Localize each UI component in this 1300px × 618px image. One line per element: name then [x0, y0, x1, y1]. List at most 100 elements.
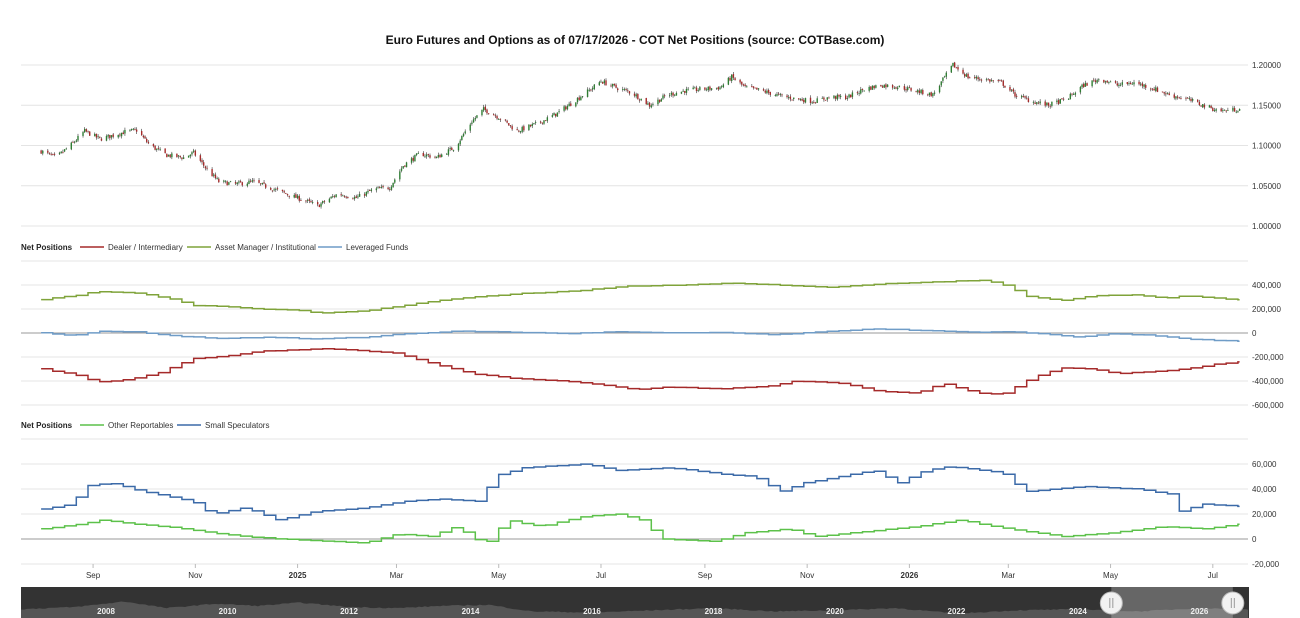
candle-body[interactable]	[355, 196, 357, 198]
candle-body[interactable]	[1133, 82, 1135, 85]
candle-body[interactable]	[1098, 79, 1100, 81]
candle-body[interactable]	[658, 99, 661, 102]
candle-body[interactable]	[300, 200, 302, 201]
candle-body[interactable]	[1000, 80, 1003, 82]
candle-body[interactable]	[546, 117, 549, 121]
candle-body[interactable]	[335, 194, 337, 198]
candle-body[interactable]	[940, 81, 942, 86]
candle-body[interactable]	[424, 155, 426, 157]
candle-body[interactable]	[856, 92, 859, 94]
candle-body[interactable]	[47, 150, 49, 153]
candle-body[interactable]	[544, 120, 547, 122]
candle-body[interactable]	[685, 88, 688, 93]
candle-body[interactable]	[353, 196, 356, 199]
candle-body[interactable]	[283, 191, 285, 193]
candle-body[interactable]	[340, 194, 342, 196]
candle-body[interactable]	[519, 131, 522, 133]
candle-body[interactable]	[704, 87, 706, 90]
candle-body[interactable]	[1175, 96, 1177, 99]
candle-body[interactable]	[578, 97, 580, 100]
candle-body[interactable]	[164, 148, 166, 154]
legend-small-label[interactable]: Small Speculators	[205, 421, 269, 430]
candle-body[interactable]	[600, 81, 602, 83]
candle-body[interactable]	[1145, 84, 1147, 88]
candle-body[interactable]	[204, 166, 207, 169]
candle-body[interactable]	[1079, 86, 1082, 93]
candle-body[interactable]	[769, 91, 771, 95]
candle-body[interactable]	[640, 98, 642, 101]
candle-body[interactable]	[861, 89, 864, 91]
candle-body[interactable]	[377, 187, 379, 189]
candle-body[interactable]	[1032, 101, 1035, 103]
candle-body[interactable]	[943, 76, 946, 78]
candle-body[interactable]	[910, 88, 912, 91]
candle-body[interactable]	[65, 148, 67, 150]
candle-body[interactable]	[248, 180, 250, 185]
candle-body[interactable]	[1203, 104, 1206, 108]
candle-body[interactable]	[603, 80, 606, 84]
candle-body[interactable]	[211, 169, 213, 177]
candle-body[interactable]	[565, 106, 567, 110]
candle-body[interactable]	[722, 84, 725, 88]
panel1-series[interactable]	[41, 279, 1240, 395]
candle-body[interactable]	[1232, 107, 1234, 111]
candle-body[interactable]	[112, 134, 114, 137]
candle-body[interactable]	[891, 85, 894, 88]
candle-body[interactable]	[575, 102, 577, 107]
candle-body[interactable]	[322, 201, 324, 203]
candle-body[interactable]	[1238, 109, 1241, 111]
candle-body[interactable]	[189, 154, 191, 157]
candle-body[interactable]	[1108, 82, 1110, 83]
candle-body[interactable]	[427, 154, 430, 155]
candle-body[interactable]	[1121, 82, 1123, 85]
candle-body[interactable]	[1210, 105, 1212, 109]
candle-body[interactable]	[1057, 100, 1060, 105]
candle-body[interactable]	[481, 109, 483, 116]
candle-body[interactable]	[1222, 110, 1224, 111]
panel2-series[interactable]	[41, 463, 1240, 544]
candle-body[interactable]	[459, 140, 461, 145]
candle-body[interactable]	[541, 122, 544, 124]
candle-body[interactable]	[543, 120, 545, 124]
candle-body[interactable]	[370, 189, 373, 191]
candle-body[interactable]	[146, 138, 148, 142]
candle-body[interactable]	[270, 187, 272, 190]
candle-body[interactable]	[1191, 99, 1194, 101]
candle-body[interactable]	[135, 129, 138, 132]
candle-body[interactable]	[107, 134, 109, 137]
candle-body[interactable]	[1091, 80, 1093, 87]
candle-body[interactable]	[950, 65, 953, 73]
candle-body[interactable]	[1213, 110, 1216, 112]
candle-body[interactable]	[531, 124, 533, 127]
candle-body[interactable]	[1141, 83, 1144, 87]
candle-body[interactable]	[498, 119, 500, 120]
candle-body[interactable]	[922, 90, 924, 95]
candle-body[interactable]	[964, 74, 966, 77]
navigator-selection[interactable]	[1111, 587, 1233, 618]
candle-body[interactable]	[451, 147, 453, 151]
candle-body[interactable]	[1083, 83, 1085, 88]
candle-body[interactable]	[591, 88, 594, 90]
candle-body[interactable]	[903, 86, 906, 90]
candle-body[interactable]	[928, 92, 931, 96]
candle-body[interactable]	[429, 155, 431, 158]
candle-body[interactable]	[508, 123, 510, 126]
candle-body[interactable]	[134, 129, 136, 130]
candle-body[interactable]	[1071, 93, 1073, 95]
candle-body[interactable]	[330, 196, 332, 199]
candle-body[interactable]	[229, 181, 232, 183]
candle-body[interactable]	[144, 136, 146, 139]
candle-body[interactable]	[1026, 97, 1028, 99]
candle-body[interactable]	[389, 188, 391, 190]
candle-body[interactable]	[405, 162, 408, 168]
candle-body[interactable]	[1173, 94, 1175, 98]
candle-body[interactable]	[394, 179, 396, 183]
candle-body[interactable]	[167, 154, 170, 157]
candle-body[interactable]	[380, 186, 383, 188]
candle-body[interactable]	[752, 86, 755, 88]
candle-body[interactable]	[238, 181, 240, 183]
candle-body[interactable]	[975, 76, 978, 79]
candle-body[interactable]	[823, 97, 825, 100]
candle-body[interactable]	[863, 90, 865, 92]
candle-body[interactable]	[110, 135, 113, 138]
